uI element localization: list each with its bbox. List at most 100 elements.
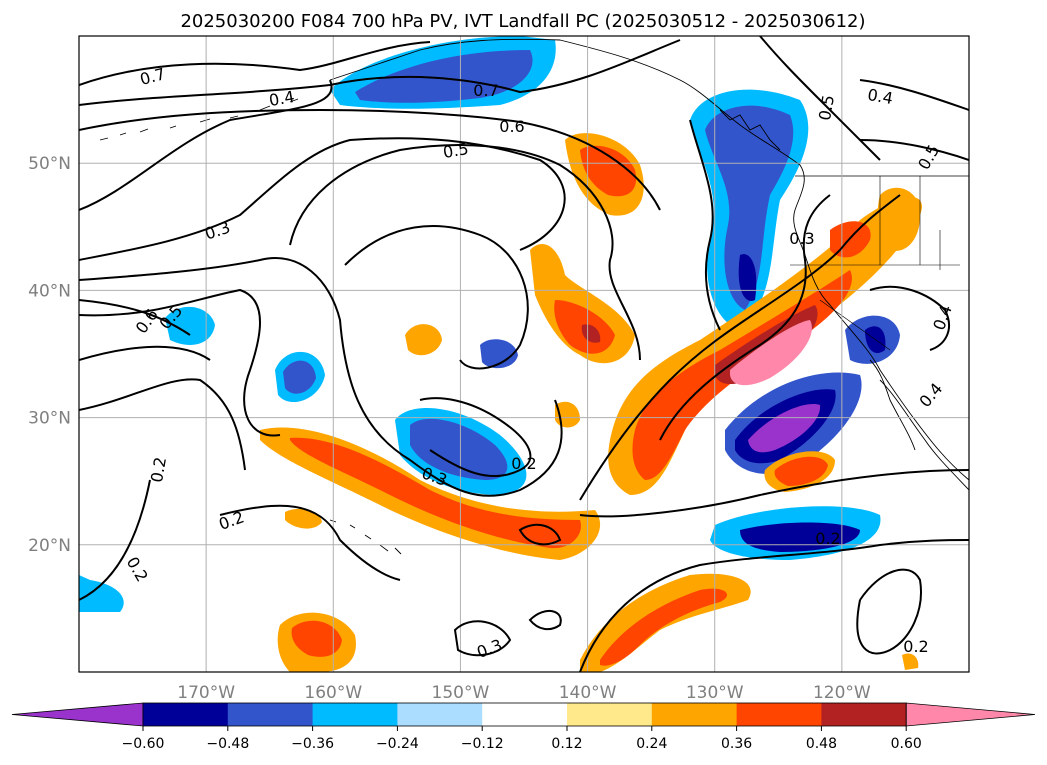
contour-line bbox=[79, 479, 151, 601]
colorbar-tick-label: 0.12 bbox=[551, 736, 582, 752]
colorbar-segment bbox=[397, 703, 483, 726]
contour-label-text: 0.4 bbox=[268, 87, 296, 110]
lon-tick-label: 130°W bbox=[686, 683, 744, 703]
colorbar-tick-label: −0.36 bbox=[291, 736, 334, 752]
contour-line bbox=[579, 194, 901, 501]
colorbar-tick-label: −0.12 bbox=[461, 736, 504, 752]
contour-line bbox=[79, 108, 661, 211]
colorbar-tick-label: −0.60 bbox=[122, 736, 165, 752]
orange-blob-west-south bbox=[285, 508, 322, 529]
blue-blob-west-edge bbox=[79, 575, 124, 612]
colorbar-tick-label: 0.36 bbox=[721, 736, 752, 752]
contour-label: 0.2 bbox=[903, 637, 928, 656]
lon-tick-label: 170°W bbox=[177, 683, 235, 703]
orange-blob-mexico bbox=[902, 653, 919, 670]
colorbar-extend-max bbox=[905, 702, 1036, 727]
colorbar-tick-label: 0.24 bbox=[636, 736, 667, 752]
contour-line bbox=[79, 288, 281, 437]
orange-blob-mid bbox=[405, 324, 442, 356]
map-area: 0.70.4 0.70.60.50.30.60.50.20.30.20.20.30… bbox=[79, 36, 969, 672]
lat-tick-label: 30°N bbox=[28, 409, 71, 429]
contour-label: 0.2 bbox=[815, 529, 840, 548]
colorbar-frame bbox=[142, 702, 907, 727]
contour-line bbox=[518, 523, 562, 546]
red-region-baja-south bbox=[774, 456, 828, 486]
contour-line bbox=[453, 620, 512, 657]
contour-label-text: 0.4 bbox=[866, 85, 894, 108]
blue-blob-mid-west-core bbox=[283, 360, 316, 394]
contour-label-text: 0.3 bbox=[789, 229, 814, 248]
border-states bbox=[790, 176, 960, 351]
blue-region-central-core bbox=[410, 418, 508, 480]
red-region-south bbox=[600, 588, 728, 666]
contour-label-text: 0.7 bbox=[473, 81, 498, 100]
contour-label-text: 0.6 bbox=[499, 117, 524, 136]
colorbar-segment bbox=[312, 703, 398, 726]
colorbar-segment bbox=[482, 703, 568, 726]
blue-region-north-core bbox=[355, 50, 533, 103]
colorbar-extend-min bbox=[11, 702, 144, 727]
contour-line bbox=[344, 225, 529, 370]
contour-label-text: 0.2 bbox=[815, 529, 840, 548]
contour-line bbox=[289, 144, 641, 361]
contour-line bbox=[79, 41, 431, 86]
aleutian-islands bbox=[99, 98, 299, 141]
contour-label: 0.4 bbox=[268, 87, 296, 110]
red-band-west bbox=[290, 437, 581, 549]
contour-line bbox=[869, 285, 950, 351]
contour-label: 0.6 bbox=[499, 117, 524, 136]
lon-tick-label: 120°W bbox=[813, 683, 871, 703]
contour-line bbox=[689, 119, 721, 331]
colorbar-segment bbox=[227, 703, 314, 726]
contour-line bbox=[419, 397, 532, 478]
contour-line bbox=[579, 469, 969, 518]
coastline-bc bbox=[719, 109, 781, 151]
lat-tick-label: 20°N bbox=[28, 536, 71, 556]
contour-line bbox=[759, 36, 881, 161]
contour-label: 0.4 bbox=[866, 85, 894, 108]
colorbar: −0.60 −0.48 −0.36 −0.24 −0.12 0.12 0.24 0.36 0.4… bbox=[11, 702, 1036, 752]
chart-title: 2025030200 F084 700 hPa PV, IVT Landfall… bbox=[180, 11, 865, 32]
contour-label-text: 0.2 bbox=[903, 637, 928, 656]
red-region-gulf bbox=[580, 145, 637, 197]
contour-label-text: 0.5 bbox=[442, 139, 470, 162]
coastlines bbox=[99, 38, 969, 555]
colorbar-segment bbox=[567, 703, 653, 726]
blue-region-bc-core bbox=[705, 105, 794, 310]
contour-label-text: 0.2 bbox=[511, 454, 536, 473]
contour-line bbox=[219, 504, 401, 581]
colorbar-tick-label: 0.48 bbox=[806, 736, 837, 752]
contour-line bbox=[659, 194, 831, 441]
pv-contours bbox=[79, 36, 969, 672]
colorbar-tick-label: 0.60 bbox=[891, 736, 922, 752]
lon-tick-label: 150°W bbox=[432, 683, 490, 703]
colorbar-segment bbox=[821, 703, 907, 726]
blue-blob-center bbox=[480, 339, 518, 369]
contour-line bbox=[79, 345, 211, 361]
blue-blob-west bbox=[165, 306, 215, 345]
contour-line bbox=[79, 257, 563, 497]
lat-tick-label: 40°N bbox=[28, 281, 71, 301]
colorbar-tick-label: −0.24 bbox=[376, 736, 419, 752]
coastline-mexico bbox=[879, 379, 969, 491]
latitude-tick-labels: 50°N 40°N 30°N 20°N bbox=[28, 154, 71, 556]
lon-tick-label: 140°W bbox=[559, 683, 617, 703]
contour-line bbox=[856, 568, 922, 655]
coastline-gulf-california bbox=[869, 359, 916, 451]
contour-label-text: 0.2 bbox=[147, 456, 170, 484]
contour-line bbox=[859, 79, 969, 111]
contour-line bbox=[79, 79, 333, 211]
colorbar-segment bbox=[143, 703, 229, 726]
crimson-blob-central-north bbox=[581, 324, 601, 343]
contour-line bbox=[79, 39, 681, 106]
navy-region-bc bbox=[738, 254, 757, 301]
contour-label: 0.2 bbox=[511, 454, 536, 473]
contour-label: 0.7 bbox=[473, 81, 498, 100]
coastline-alaska bbox=[329, 38, 969, 481]
lon-tick-label: 160°W bbox=[304, 683, 362, 703]
colorbar-tick-label: −0.48 bbox=[206, 736, 249, 752]
lat-tick-label: 50°N bbox=[28, 154, 71, 174]
pink-core-coastal bbox=[730, 320, 812, 386]
contour-line bbox=[859, 139, 969, 161]
